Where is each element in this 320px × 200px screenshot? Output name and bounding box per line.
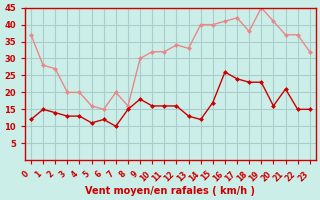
X-axis label: Vent moyen/en rafales ( km/h ): Vent moyen/en rafales ( km/h ) bbox=[85, 186, 255, 196]
